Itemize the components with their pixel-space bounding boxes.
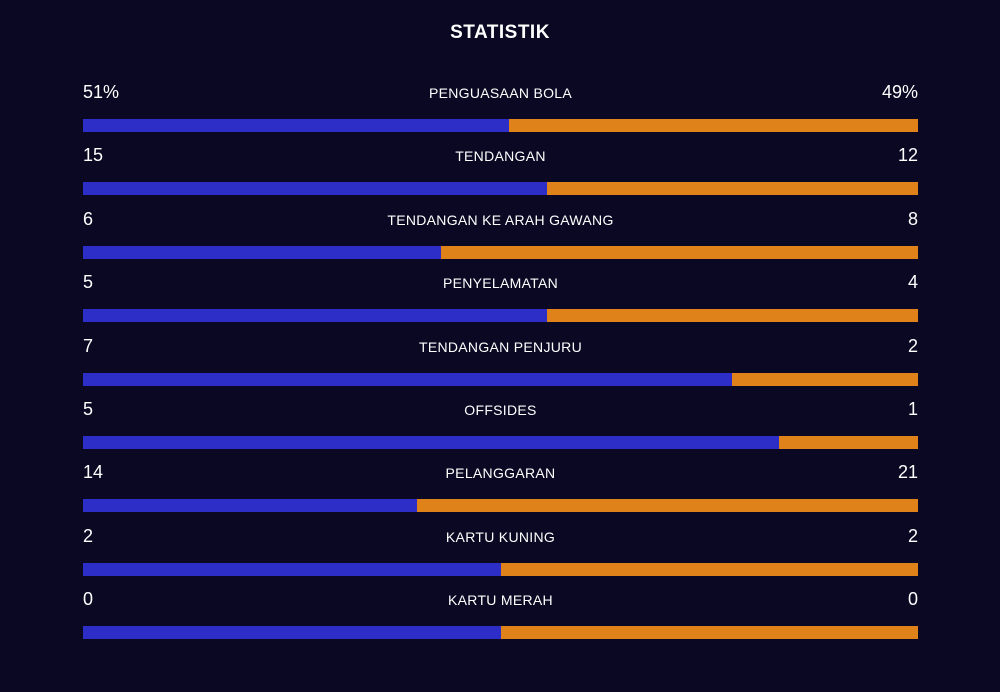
stat-label: TENDANGAN PENJURU [418,338,582,355]
comparison-bar [83,562,918,576]
home-bar [83,309,547,323]
stat-head: 6 TENDANGAN KE ARAH GAWANG 8 [83,207,918,235]
stat-row-shots: 15 TENDANGAN 12 [83,143,918,206]
comparison-bar [83,372,918,386]
home-value: 14 [83,462,104,483]
home-value: 6 [83,208,94,229]
home-value: 15 [83,145,104,166]
stat-row-yellow-cards: 2 KARTU KUNING 2 [83,524,918,587]
home-value: 5 [83,398,94,419]
stat-label: PENGUASAAN BOLA [429,85,572,101]
away-value: 2 [907,335,918,356]
comparison-bar [83,119,918,132]
stat-label: KARTU MERAH [448,592,553,609]
home-bar [83,182,547,196]
stat-row-possession: 51% PENGUASAAN BOLA 49% [83,80,918,143]
comparison-bar [83,499,918,513]
stat-label: PELANGGARAN [445,465,556,482]
stat-head: 15 TENDANGAN 12 [83,143,918,171]
comparison-bar [83,626,918,640]
away-value: 2 [907,525,918,546]
comparison-bar [83,182,918,196]
home-bar [83,499,417,513]
stat-head: 14 PELANGGARAN 21 [83,460,918,488]
away-bar [440,245,918,259]
away-bar [500,626,918,640]
stat-label: OFFSIDES [464,401,537,418]
home-bar [83,626,501,640]
stat-row-shots-on-target: 6 TENDANGAN KE ARAH GAWANG 8 [83,207,918,270]
away-bar [546,309,918,323]
away-value: 21 [897,462,918,483]
stat-head: 5 OFFSIDES 1 [83,397,918,425]
comparison-bar [83,245,918,259]
home-bar [83,372,733,386]
stat-label: TENDANGAN KE ARAH GAWANG [387,211,614,228]
stat-row-corners: 7 TENDANGAN PENJURU 2 [83,334,918,397]
home-bar [83,435,779,449]
stats-title: STATISTIK [450,22,550,43]
stats-list: 51% PENGUASAAN BOLA 49% 15 TENDANGAN 1 2 … [83,80,918,651]
stat-head: 51% PENGUASAAN BOLA 49% [83,80,918,108]
away-value: 1 [907,398,918,419]
home-value: 7 [83,335,94,356]
home-value: 51% [83,82,120,102]
away-bar [500,562,918,576]
away-bar [417,499,918,513]
away-value: 0 [907,589,918,610]
away-value: 49% [881,82,918,102]
stat-head: 0 KARTU MERAH 0 [83,587,918,615]
away-bar [546,182,918,196]
away-value: 12 [897,145,918,166]
away-bar [508,119,918,132]
comparison-bar [83,435,918,449]
away-bar [778,435,918,449]
home-bar [83,245,441,259]
home-value: 2 [83,525,94,546]
home-bar [83,119,509,132]
stat-row-offsides: 5 OFFSIDES 1 [83,397,918,460]
stat-label: KARTU KUNING [445,528,556,545]
home-bar [83,562,501,576]
away-value: 8 [907,208,918,229]
stat-head: 7 TENDANGAN PENJURU 2 [83,334,918,362]
stat-row-red-cards: 0 KARTU MERAH 0 [83,587,918,650]
stat-head: 2 KARTU KUNING 2 [83,524,918,552]
stat-label: TENDANGAN [455,148,546,165]
away-bar [732,372,918,386]
stat-head: 5 PENYELAMATAN 4 [83,270,918,298]
home-value: 5 [83,272,94,293]
stat-row-fouls: 14 PELANGGARAN 21 [83,460,918,523]
stat-row-saves: 5 PENYELAMATAN 4 [83,270,918,333]
home-value: 0 [83,589,94,610]
away-value: 4 [907,272,918,293]
comparison-bar [83,309,918,323]
stat-label: PENYELAMATAN [442,275,559,292]
